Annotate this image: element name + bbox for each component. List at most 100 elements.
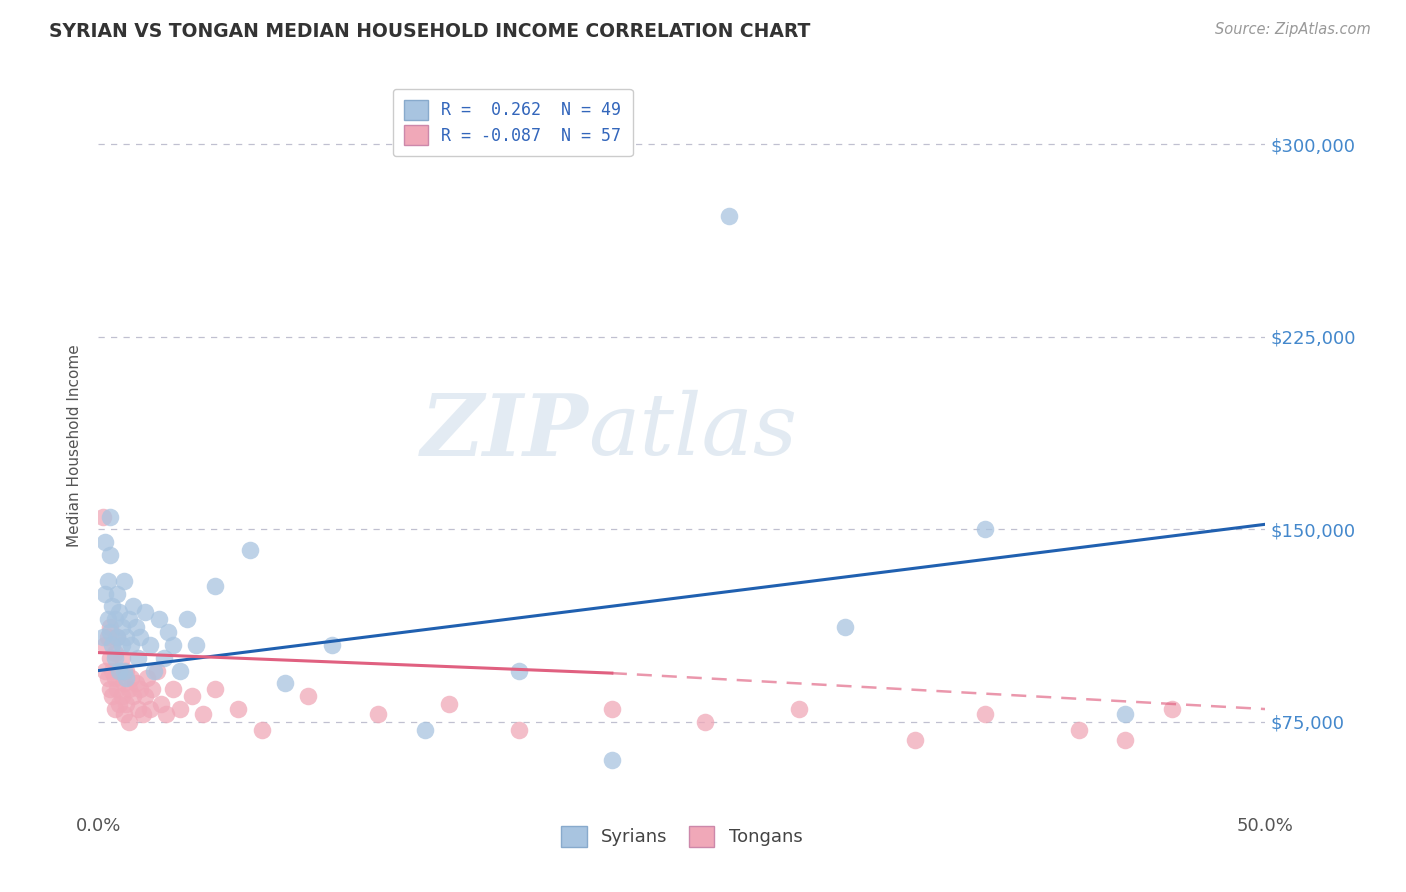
Point bbox=[139, 702, 162, 716]
Point bbox=[176, 612, 198, 626]
Point bbox=[111, 650, 134, 665]
Point bbox=[98, 548, 121, 562]
Point bbox=[98, 620, 121, 634]
Point bbox=[787, 702, 810, 716]
Point bbox=[129, 681, 152, 696]
Point bbox=[239, 543, 262, 558]
Point bbox=[98, 650, 121, 665]
Point bbox=[104, 702, 127, 716]
Point bbox=[162, 638, 184, 652]
Point bbox=[104, 646, 127, 660]
Point bbox=[91, 509, 114, 524]
Point bbox=[104, 650, 127, 665]
Point bbox=[115, 664, 138, 678]
Point bbox=[101, 638, 124, 652]
Point bbox=[105, 681, 128, 696]
Point bbox=[97, 574, 120, 588]
Point bbox=[97, 671, 120, 685]
Point bbox=[115, 671, 138, 685]
Point bbox=[98, 625, 121, 640]
Point bbox=[112, 707, 135, 722]
Point bbox=[204, 579, 226, 593]
Point bbox=[105, 630, 128, 644]
Point bbox=[94, 586, 117, 600]
Point bbox=[508, 723, 530, 737]
Point bbox=[180, 690, 202, 704]
Point bbox=[122, 690, 145, 704]
Point bbox=[974, 523, 997, 537]
Point bbox=[120, 671, 142, 685]
Point bbox=[108, 605, 131, 619]
Point bbox=[127, 702, 149, 716]
Point bbox=[437, 697, 460, 711]
Point bbox=[105, 630, 128, 644]
Point bbox=[186, 638, 208, 652]
Point bbox=[118, 714, 141, 729]
Point bbox=[111, 690, 134, 704]
Point bbox=[297, 690, 319, 704]
Point bbox=[250, 723, 273, 737]
Point bbox=[1161, 702, 1184, 716]
Point bbox=[118, 612, 141, 626]
Legend: Syrians, Tongans: Syrians, Tongans bbox=[554, 819, 810, 854]
Text: atlas: atlas bbox=[589, 390, 797, 473]
Point bbox=[129, 630, 152, 644]
Point bbox=[98, 509, 121, 524]
Point bbox=[1114, 732, 1136, 747]
Point bbox=[94, 638, 117, 652]
Point bbox=[118, 681, 141, 696]
Point bbox=[112, 574, 135, 588]
Point bbox=[91, 630, 114, 644]
Point bbox=[105, 586, 128, 600]
Point bbox=[150, 697, 173, 711]
Point bbox=[120, 638, 142, 652]
Point bbox=[157, 625, 180, 640]
Point bbox=[600, 753, 623, 767]
Point bbox=[1114, 707, 1136, 722]
Point bbox=[134, 690, 156, 704]
Point bbox=[152, 650, 174, 665]
Point bbox=[717, 209, 740, 223]
Point bbox=[169, 664, 191, 678]
Point bbox=[111, 620, 134, 634]
Point bbox=[141, 681, 163, 696]
Point bbox=[904, 732, 927, 747]
Point bbox=[321, 638, 343, 652]
Point bbox=[125, 620, 148, 634]
Y-axis label: Median Household Income: Median Household Income bbox=[67, 344, 83, 548]
Point bbox=[228, 702, 250, 716]
Point bbox=[127, 650, 149, 665]
Point bbox=[115, 697, 138, 711]
Point bbox=[146, 664, 169, 678]
Point bbox=[94, 535, 117, 549]
Point bbox=[508, 664, 530, 678]
Point bbox=[101, 664, 124, 678]
Point bbox=[413, 723, 436, 737]
Point bbox=[101, 690, 124, 704]
Point bbox=[104, 612, 127, 626]
Point bbox=[108, 664, 131, 678]
Point bbox=[104, 671, 127, 685]
Point bbox=[97, 612, 120, 626]
Point bbox=[97, 630, 120, 644]
Point bbox=[974, 707, 997, 722]
Point bbox=[134, 605, 156, 619]
Point bbox=[169, 702, 191, 716]
Point bbox=[108, 697, 131, 711]
Point bbox=[125, 676, 148, 690]
Point bbox=[834, 620, 856, 634]
Point bbox=[132, 707, 155, 722]
Text: ZIP: ZIP bbox=[420, 390, 589, 473]
Text: SYRIAN VS TONGAN MEDIAN HOUSEHOLD INCOME CORRELATION CHART: SYRIAN VS TONGAN MEDIAN HOUSEHOLD INCOME… bbox=[49, 22, 811, 41]
Point bbox=[143, 664, 166, 678]
Point bbox=[193, 707, 215, 722]
Point bbox=[108, 664, 131, 678]
Point bbox=[136, 671, 159, 685]
Point bbox=[122, 599, 145, 614]
Point bbox=[600, 702, 623, 716]
Point bbox=[101, 599, 124, 614]
Point bbox=[695, 714, 717, 729]
Point bbox=[112, 676, 135, 690]
Point bbox=[139, 638, 162, 652]
Text: Source: ZipAtlas.com: Source: ZipAtlas.com bbox=[1215, 22, 1371, 37]
